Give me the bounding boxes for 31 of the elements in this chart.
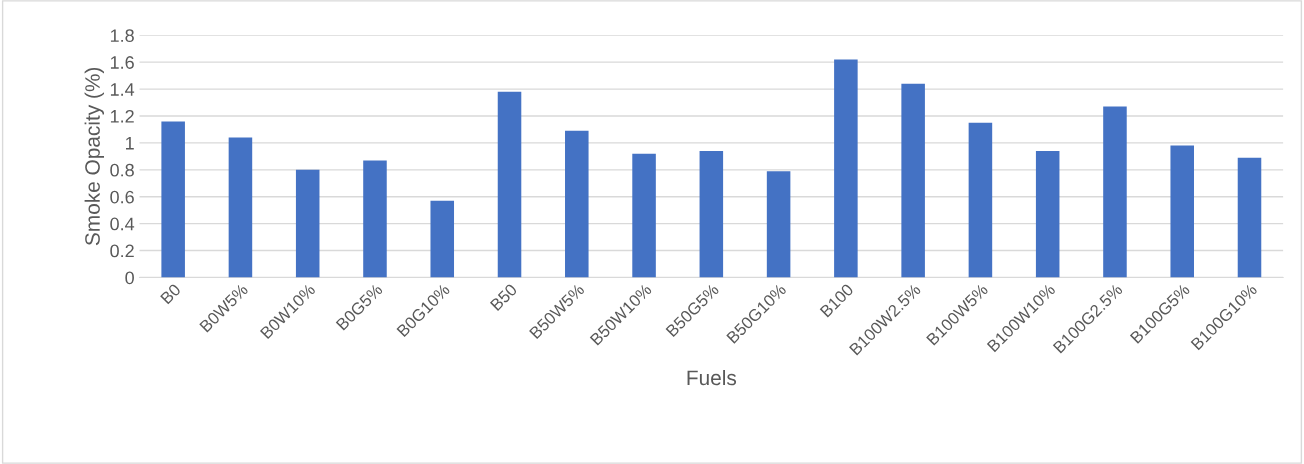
bar [632, 153, 656, 278]
y-tick-label: 0 [125, 271, 134, 285]
y-tick-label: 1.2 [110, 109, 134, 123]
y-tick-label: 1.8 [110, 29, 134, 42]
bar [1035, 150, 1060, 278]
y-tick-label: 1.4 [110, 83, 135, 96]
y-tick-label: 0.4 [110, 217, 135, 231]
y-tick-label: 1.6 [110, 56, 134, 69]
bar [295, 169, 320, 278]
bar [228, 137, 253, 278]
y-tick-label: 0.8 [110, 163, 134, 177]
bar [699, 150, 724, 278]
bar [1170, 145, 1194, 278]
bar [363, 160, 387, 278]
bar [834, 59, 858, 278]
bar [766, 171, 791, 278]
bar [430, 200, 455, 278]
y-tick-label: 1 [126, 137, 134, 150]
bar [1103, 106, 1127, 278]
x-tick-label: B0 [160, 283, 182, 305]
bar [565, 130, 589, 278]
x-tick-label: B50 [489, 283, 518, 311]
x-axis-title: Fuels [687, 369, 737, 386]
y-tick-label: 0.2 [110, 244, 134, 258]
bar [1237, 157, 1262, 278]
y-tick-label: 0.6 [110, 190, 134, 204]
y-axis-title: Smoke Opacity (%) [84, 67, 105, 246]
bar [161, 121, 185, 278]
bar [901, 83, 925, 278]
bar [497, 91, 522, 278]
bar [968, 122, 993, 278]
